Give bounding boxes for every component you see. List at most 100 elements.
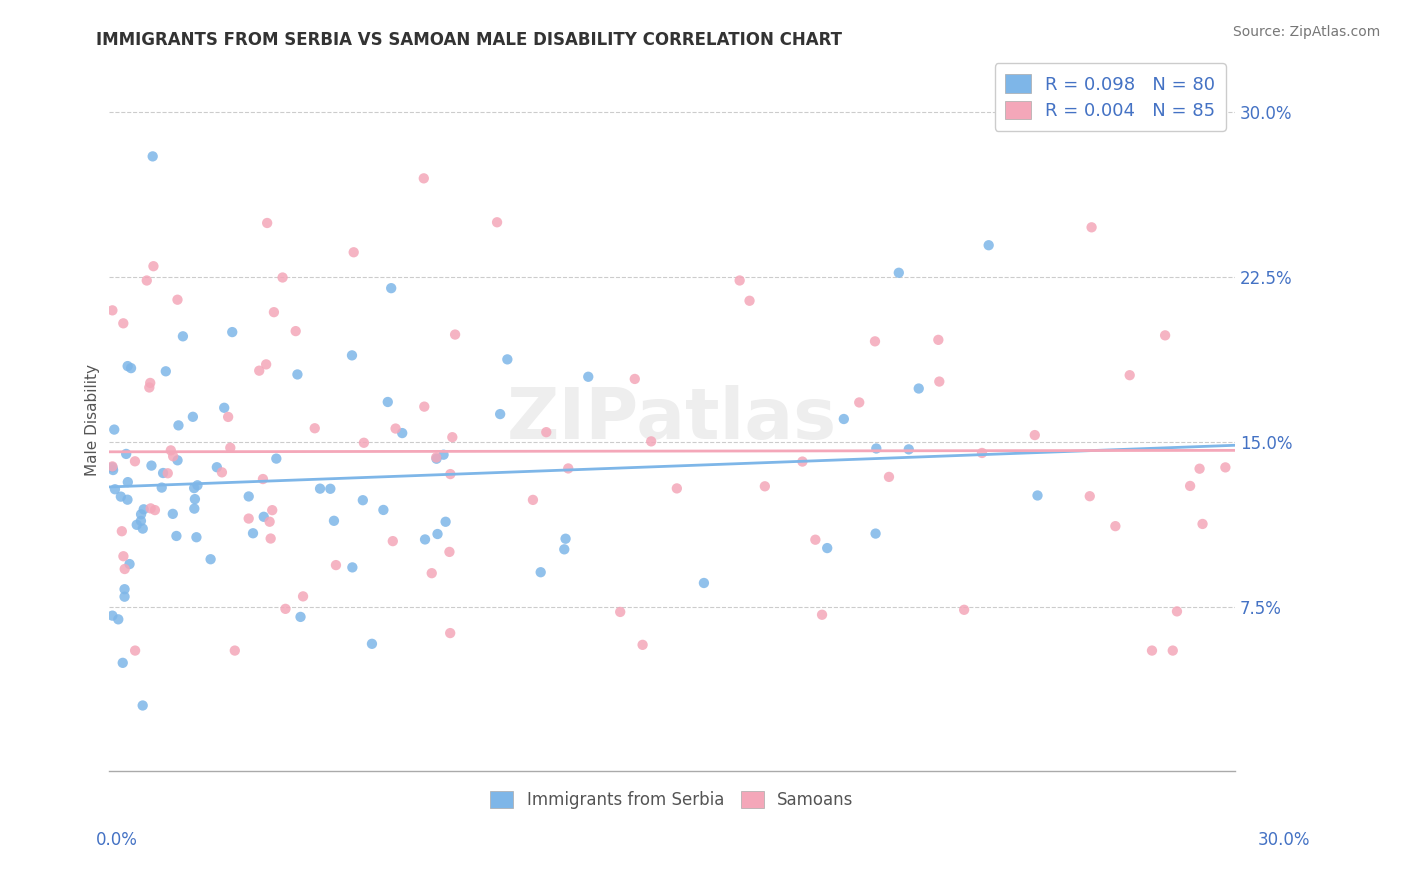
Point	[254, 357, 277, 371]
Point	[425, 451, 447, 466]
Point	[205, 460, 228, 475]
Point	[319, 482, 342, 496]
Point	[1161, 643, 1184, 657]
Point	[444, 327, 467, 342]
Point	[117, 492, 139, 507]
Point	[118, 557, 141, 571]
Point	[811, 607, 834, 622]
Point	[352, 493, 374, 508]
Point	[1118, 368, 1140, 383]
Point	[426, 527, 449, 541]
Point	[260, 532, 283, 546]
Point	[380, 281, 402, 295]
Point	[184, 492, 207, 507]
Point	[441, 430, 464, 444]
Point	[120, 361, 142, 376]
Text: Source: ZipAtlas.com: Source: ZipAtlas.com	[1233, 25, 1381, 39]
Point	[165, 529, 187, 543]
Point	[897, 442, 920, 457]
Point	[139, 501, 162, 516]
Point	[262, 503, 284, 517]
Point	[522, 492, 544, 507]
Point	[131, 698, 153, 713]
Point	[143, 503, 166, 517]
Point	[219, 441, 242, 455]
Point	[186, 478, 208, 492]
Point	[693, 576, 716, 591]
Point	[287, 368, 309, 382]
Point	[413, 533, 436, 547]
Point	[162, 450, 184, 464]
Point	[142, 149, 165, 163]
Point	[342, 560, 364, 574]
Point	[217, 409, 239, 424]
Point	[242, 526, 264, 541]
Point	[557, 461, 579, 475]
Point	[353, 435, 375, 450]
Point	[425, 450, 447, 465]
Point	[252, 472, 274, 486]
Point	[865, 442, 887, 456]
Point	[111, 656, 134, 670]
Point	[107, 612, 129, 626]
Point	[156, 467, 179, 481]
Point	[907, 382, 929, 396]
Point	[166, 293, 188, 307]
Point	[754, 479, 776, 493]
Point	[832, 412, 855, 426]
Point	[1024, 428, 1046, 442]
Point	[1166, 604, 1188, 618]
Point	[1178, 479, 1201, 493]
Point	[609, 605, 631, 619]
Point	[183, 481, 205, 495]
Point	[129, 514, 152, 528]
Point	[167, 418, 190, 433]
Point	[412, 171, 434, 186]
Point	[309, 482, 332, 496]
Point	[970, 446, 993, 460]
Point	[101, 303, 124, 318]
Point	[212, 401, 235, 415]
Point	[101, 463, 124, 477]
Point	[166, 453, 188, 467]
Point	[104, 482, 127, 496]
Point	[420, 566, 443, 581]
Point	[391, 426, 413, 441]
Point	[865, 526, 887, 541]
Point	[112, 316, 135, 330]
Point	[1104, 519, 1126, 533]
Point	[1154, 328, 1177, 343]
Point	[253, 509, 276, 524]
Point	[439, 467, 461, 481]
Point	[377, 395, 399, 409]
Point	[887, 266, 910, 280]
Point	[340, 348, 363, 362]
Point	[112, 549, 135, 564]
Point	[221, 325, 243, 339]
Point	[1080, 220, 1102, 235]
Point	[665, 482, 688, 496]
Point	[124, 454, 146, 468]
Point	[186, 530, 208, 544]
Point	[103, 423, 125, 437]
Point	[141, 458, 163, 473]
Point	[977, 238, 1000, 252]
Point	[200, 552, 222, 566]
Point	[162, 507, 184, 521]
Point	[530, 566, 553, 580]
Point	[953, 603, 976, 617]
Point	[238, 511, 260, 525]
Point	[434, 515, 457, 529]
Point	[486, 215, 509, 229]
Point	[114, 590, 136, 604]
Point	[554, 532, 576, 546]
Point	[738, 293, 761, 308]
Point	[927, 333, 949, 347]
Point	[1188, 461, 1211, 475]
Point	[110, 490, 132, 504]
Legend: Immigrants from Serbia, Samoans: Immigrants from Serbia, Samoans	[484, 784, 860, 816]
Point	[439, 545, 461, 559]
Point	[256, 216, 278, 230]
Text: IMMIGRANTS FROM SERBIA VS SAMOAN MALE DISABILITY CORRELATION CHART: IMMIGRANTS FROM SERBIA VS SAMOAN MALE DI…	[96, 31, 842, 49]
Point	[304, 421, 326, 435]
